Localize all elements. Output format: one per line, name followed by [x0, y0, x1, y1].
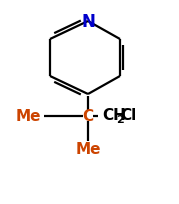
Text: C: C [83, 109, 94, 124]
Text: CH: CH [102, 108, 126, 123]
Text: Me: Me [15, 109, 41, 124]
Text: Me: Me [75, 142, 101, 157]
Text: 2: 2 [116, 114, 124, 124]
Text: N: N [81, 13, 95, 31]
Text: Cl: Cl [120, 108, 136, 123]
